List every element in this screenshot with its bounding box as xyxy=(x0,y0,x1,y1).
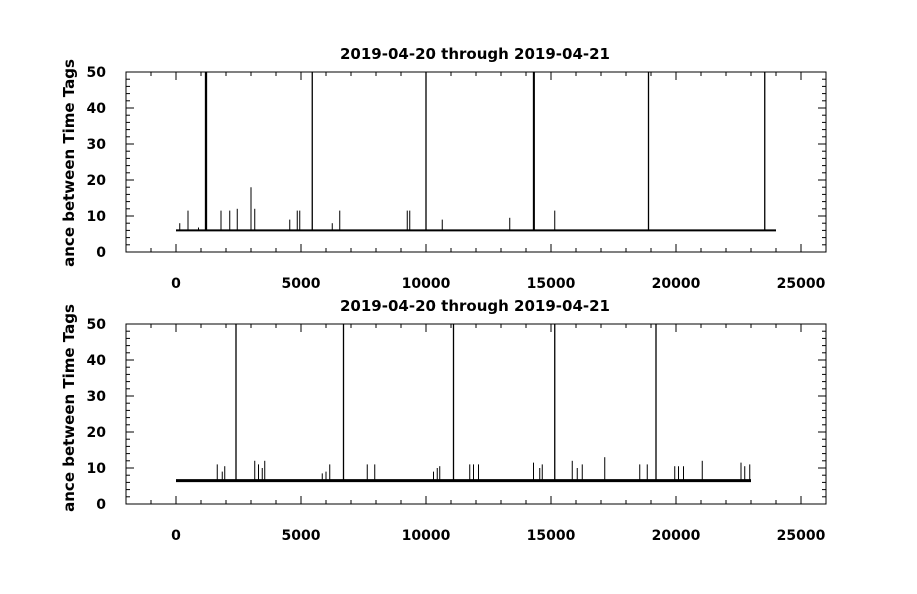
x-tick-label: 20000 xyxy=(652,276,701,292)
axes-layer: 0 10 20 30 40 50 0 5000 10000 15000 20000 25000 xyxy=(87,65,827,292)
x-tick-label: 25000 xyxy=(777,276,826,292)
x-tick-label: 10000 xyxy=(402,276,451,292)
y-tick-label: 50 xyxy=(87,317,107,333)
x-tick-label: 0 xyxy=(171,528,181,544)
chart-title: 2019-04-20 through 2019-04-21 xyxy=(340,45,610,63)
y-tick-label: 0 xyxy=(96,245,106,261)
axes-layer: 0 10 20 30 40 50 0 5000 10000 15000 20000 25000 xyxy=(87,317,827,544)
top-chart-panel: 2019-04-20 through 2019-04-21 ance betwe… xyxy=(60,45,827,292)
x-tick-label: 25000 xyxy=(777,528,826,544)
x-tick-label: 0 xyxy=(171,276,181,292)
data-layer xyxy=(176,72,776,232)
x-tick-label: 20000 xyxy=(652,528,701,544)
y-axis-label: ance between Time Tags xyxy=(60,59,78,267)
plot-frame xyxy=(125,71,827,253)
y-tick-label: 20 xyxy=(87,173,107,189)
y-tick-label: 10 xyxy=(87,209,107,225)
y-axis-label: ance between Time Tags xyxy=(60,304,78,512)
y-tick-label: 0 xyxy=(96,497,106,513)
y-tick-label: 40 xyxy=(87,101,107,117)
y-tick-label: 30 xyxy=(87,137,107,153)
y-tick-label: 20 xyxy=(87,425,107,441)
y-tick-label: 30 xyxy=(87,389,107,405)
x-tick-label: 5000 xyxy=(282,276,321,292)
bottom-chart-panel: 2019-04-20 through 2019-04-21 ance betwe… xyxy=(60,297,827,544)
x-tick-label: 5000 xyxy=(282,528,321,544)
x-tick-label: 10000 xyxy=(402,528,451,544)
chart-title: 2019-04-20 through 2019-04-21 xyxy=(340,297,610,315)
y-tick-label: 40 xyxy=(87,353,107,369)
y-tick-label: 10 xyxy=(87,461,107,477)
data-layer xyxy=(176,324,751,483)
y-tick-label: 50 xyxy=(87,65,107,81)
x-tick-label: 15000 xyxy=(527,528,576,544)
plot-frame xyxy=(125,323,827,505)
x-tick-label: 15000 xyxy=(527,276,576,292)
